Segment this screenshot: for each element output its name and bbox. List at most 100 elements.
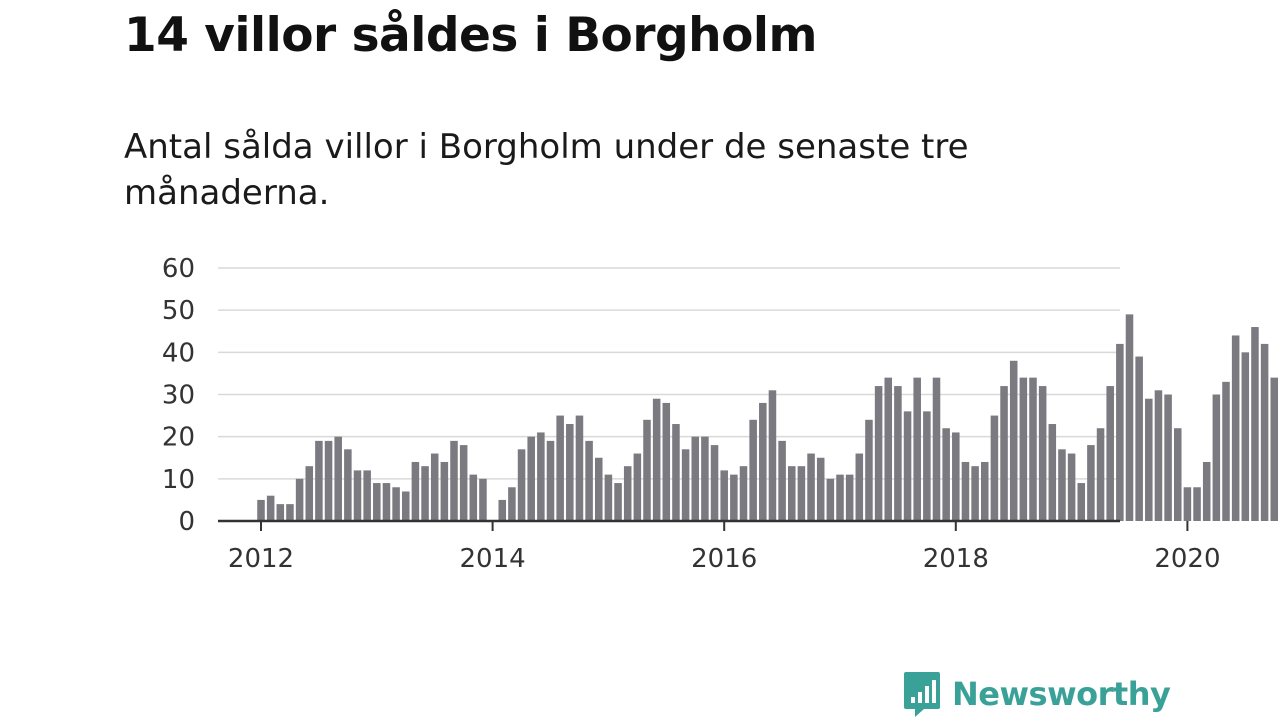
- y-tick-label: 30: [162, 381, 195, 411]
- x-tick-label: 2018: [923, 544, 989, 574]
- bar: [1145, 398, 1153, 521]
- bar: [874, 386, 883, 521]
- chart-subtitle: Antal sålda villor i Borgholm under de s…: [124, 127, 969, 213]
- bar: [324, 440, 333, 521]
- bar: [1164, 394, 1172, 521]
- x-tick-label: 2020: [1154, 544, 1220, 574]
- bar: [421, 466, 429, 521]
- bar: [614, 483, 622, 521]
- bar: [1106, 386, 1114, 521]
- y-axis-tick-labels: 0 10 20 30 40 50 60: [162, 254, 195, 537]
- bar: [1038, 386, 1047, 521]
- bar: [778, 440, 786, 521]
- bars: [257, 314, 1279, 521]
- bar: [797, 466, 806, 521]
- bar: [566, 424, 574, 521]
- bar: [257, 499, 265, 521]
- bar: [363, 470, 371, 521]
- bar: [353, 470, 362, 521]
- y-tick-label: 20: [162, 423, 195, 453]
- bar: [1231, 335, 1240, 521]
- bar: [527, 436, 535, 521]
- x-tick-label: 2012: [228, 544, 294, 574]
- bar: [334, 436, 342, 521]
- bar: [1077, 483, 1086, 521]
- bar: [932, 377, 941, 521]
- bar: [498, 499, 507, 521]
- x-axis-tick-labels: 20122014201620182020202220242026: [228, 521, 1220, 574]
- bar: [855, 453, 864, 521]
- bar: [604, 474, 613, 521]
- bar: [1202, 461, 1211, 521]
- bar: [1241, 352, 1250, 521]
- bar: [894, 386, 902, 521]
- bar: [1260, 343, 1269, 521]
- bar: [1116, 343, 1124, 521]
- bar: [459, 445, 468, 521]
- bar: [807, 453, 815, 521]
- bar: [1251, 327, 1259, 521]
- bar: [701, 436, 709, 521]
- bar: [990, 415, 999, 521]
- bar: [652, 398, 661, 521]
- bar: [720, 470, 728, 521]
- bar: [816, 457, 825, 521]
- bar: [382, 483, 391, 521]
- bar: [295, 478, 304, 521]
- bar: [1019, 377, 1028, 521]
- bar: [1125, 314, 1134, 521]
- bar: [672, 424, 680, 521]
- y-tick-label: 50: [162, 296, 195, 326]
- bar: [479, 478, 487, 521]
- bar: [923, 411, 931, 521]
- bar: [971, 466, 979, 521]
- bar: [556, 415, 564, 521]
- bar: [594, 457, 603, 521]
- bar: [1193, 487, 1201, 521]
- bar: [942, 428, 950, 521]
- bar: [739, 466, 748, 521]
- y-tick-label: 40: [162, 338, 195, 368]
- bar: [884, 377, 893, 521]
- bar: [845, 474, 854, 521]
- bar: [440, 461, 449, 521]
- bar: [952, 432, 960, 521]
- bar: [643, 419, 651, 521]
- bar: [1222, 381, 1230, 521]
- bar: [1048, 424, 1057, 521]
- bar: [1096, 428, 1105, 521]
- bar: [266, 495, 275, 521]
- bar: [373, 483, 381, 521]
- bar: [1183, 487, 1192, 521]
- bar: [430, 453, 439, 521]
- bar: [787, 466, 796, 521]
- newsworthy-logo: Newsworthy: [902, 670, 1171, 718]
- bar: [903, 411, 912, 521]
- bar: [865, 419, 873, 521]
- bar: [508, 487, 516, 521]
- bar: [276, 504, 285, 521]
- bar: [836, 474, 844, 521]
- x-tick-label: 2014: [460, 544, 526, 574]
- bar: [1009, 360, 1018, 521]
- bar: [913, 377, 921, 521]
- bar: [759, 402, 767, 521]
- bar: [1000, 386, 1008, 521]
- bar: [286, 504, 294, 521]
- gridlines: [218, 267, 1120, 480]
- bar: [826, 478, 835, 521]
- y-tick-label: 10: [162, 465, 195, 495]
- bar: [469, 474, 478, 521]
- bar: [1029, 377, 1037, 521]
- x-tick-label: 2016: [691, 544, 757, 574]
- bar: [980, 461, 989, 521]
- bar: [1212, 394, 1221, 521]
- bar: [537, 432, 545, 521]
- bar: [450, 440, 458, 521]
- y-tick-label: 0: [178, 507, 195, 537]
- bar: [1173, 428, 1182, 521]
- bar: [517, 449, 526, 521]
- bar: [1087, 445, 1095, 521]
- bar: [768, 390, 777, 521]
